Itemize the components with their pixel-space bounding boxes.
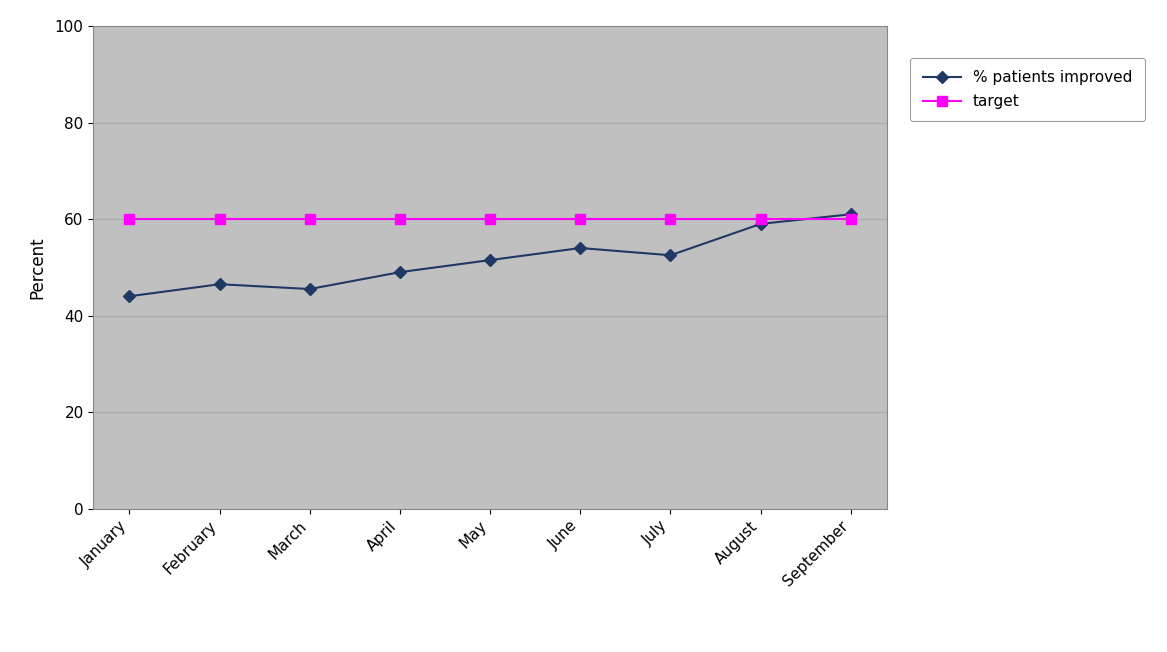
% patients improved bbox=[664, 252, 678, 259]
% patients improved bbox=[844, 211, 858, 218]
% patients improved bbox=[754, 220, 768, 228]
% patients improved bbox=[483, 256, 497, 264]
Line: % patients improved: % patients improved bbox=[125, 210, 855, 301]
Y-axis label: Percent: Percent bbox=[28, 236, 47, 299]
target bbox=[212, 215, 226, 223]
% patients improved bbox=[573, 244, 587, 252]
target bbox=[754, 215, 768, 223]
target bbox=[483, 215, 497, 223]
% patients improved bbox=[302, 285, 316, 293]
Line: target: target bbox=[125, 215, 855, 224]
target bbox=[844, 215, 858, 223]
% patients improved bbox=[123, 292, 137, 300]
target bbox=[302, 215, 316, 223]
Legend: % patients improved, target: % patients improved, target bbox=[910, 58, 1145, 121]
% patients improved bbox=[212, 280, 226, 288]
target bbox=[573, 215, 587, 223]
% patients improved bbox=[393, 268, 407, 276]
target bbox=[393, 215, 407, 223]
target bbox=[123, 215, 137, 223]
target bbox=[664, 215, 678, 223]
